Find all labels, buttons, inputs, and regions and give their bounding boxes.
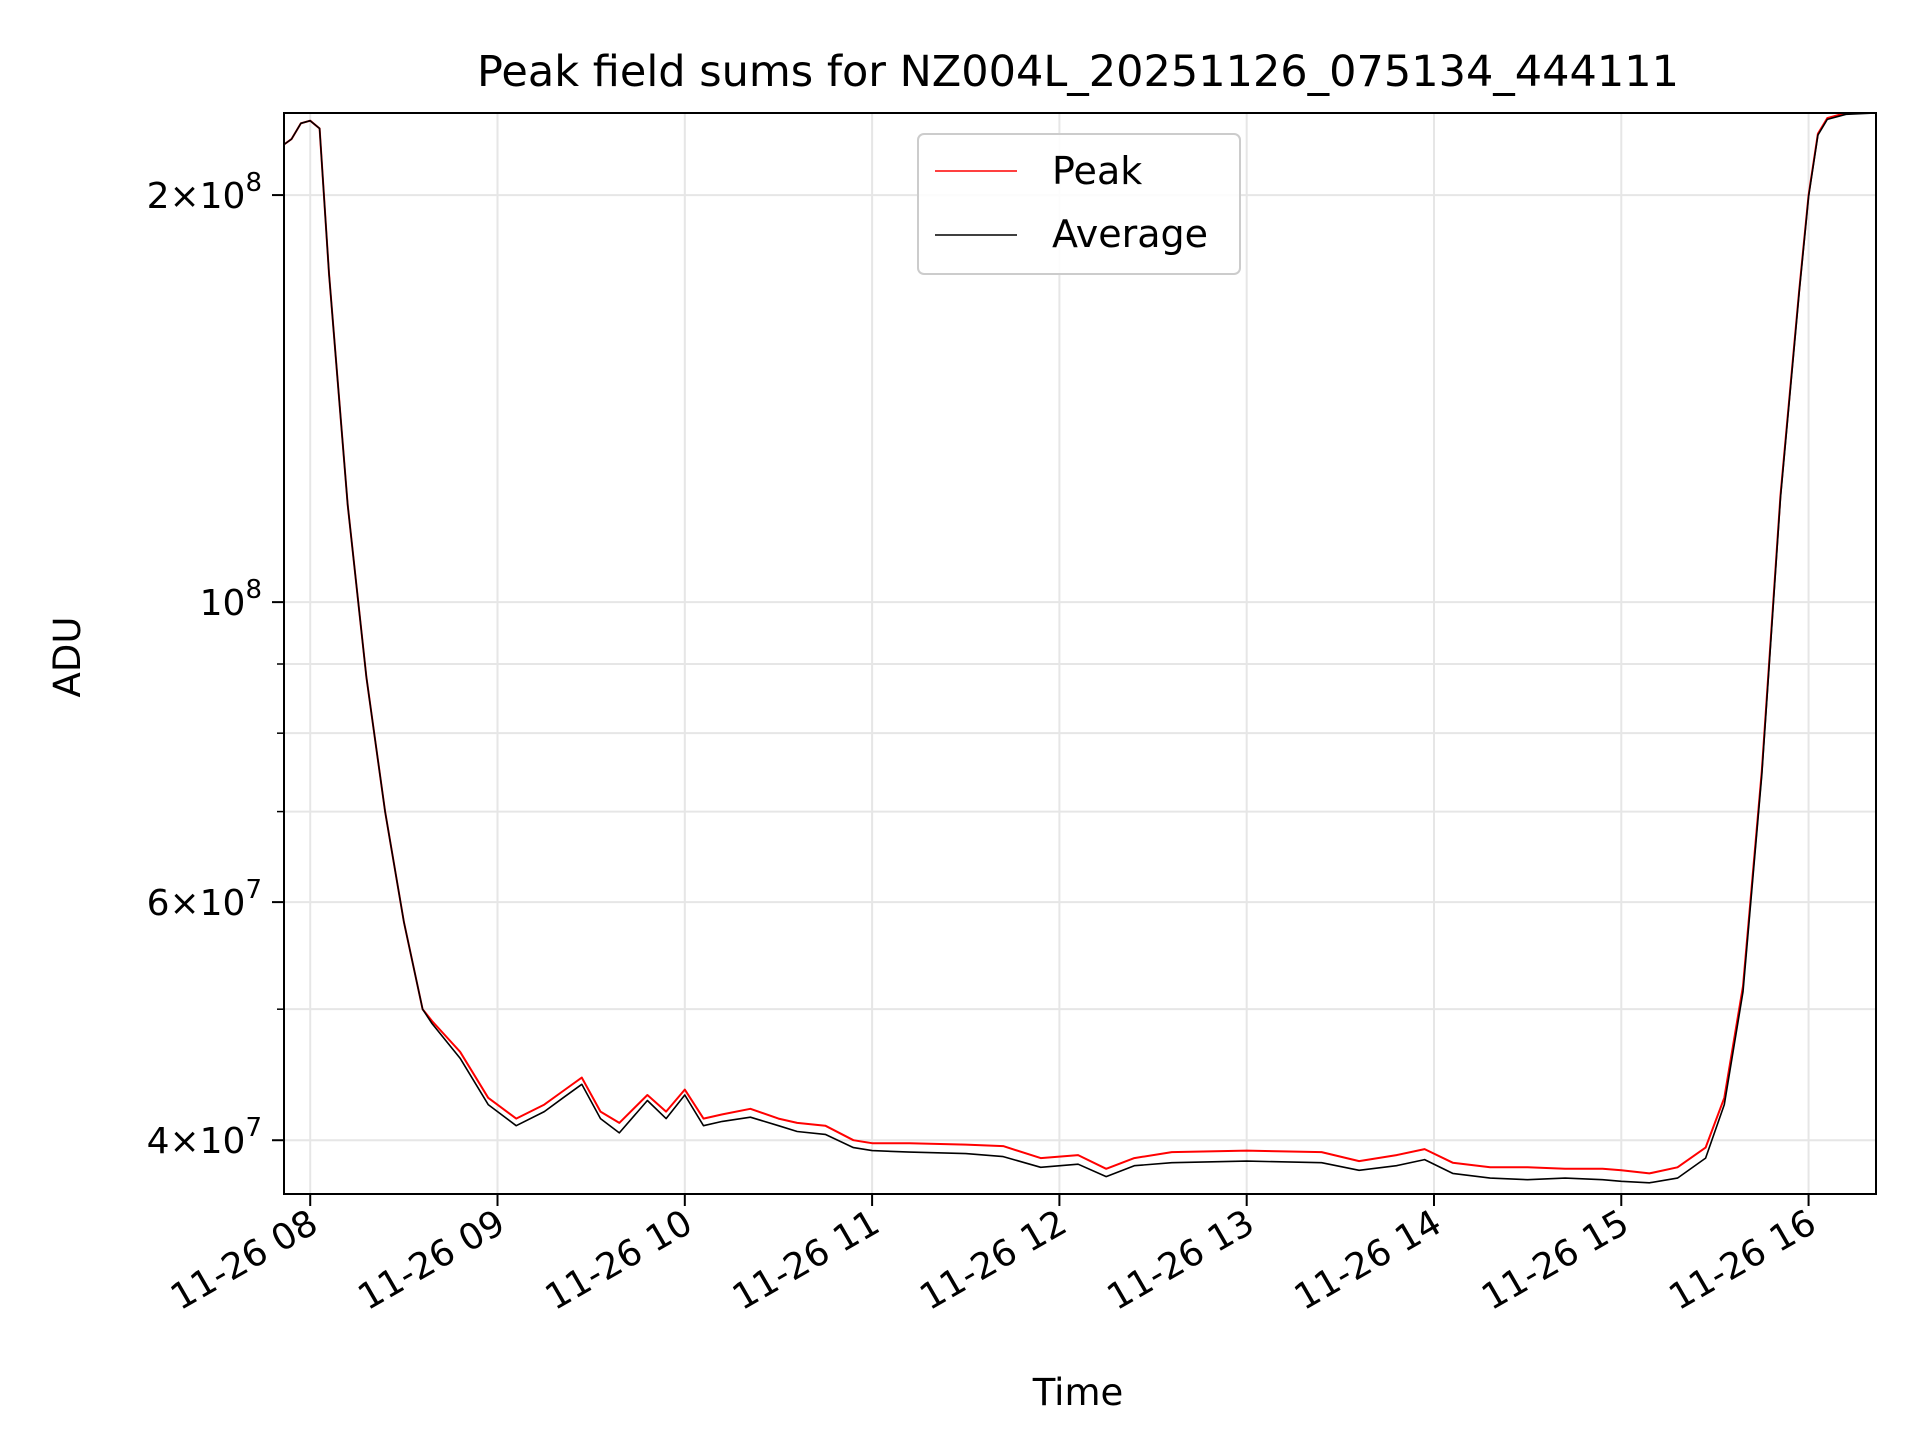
y-tick-label: 2×108 xyxy=(147,168,262,217)
legend-label-average: Average xyxy=(1052,212,1208,256)
y-tick-label: 6×107 xyxy=(147,875,262,924)
x-tick-label: 11-26 11 xyxy=(726,1202,887,1318)
x-tick-label: 11-26 08 xyxy=(164,1202,325,1318)
y-tick-label: 108 xyxy=(200,575,262,624)
y-tick-label: 4×107 xyxy=(147,1113,262,1162)
y-tick-exponent: 8 xyxy=(245,168,262,198)
x-tick-label: 11-26 12 xyxy=(913,1202,1074,1318)
x-axis-label: Time xyxy=(1032,1371,1124,1414)
series-lines xyxy=(283,112,1877,1184)
chart-title: Peak field sums for NZ004L_20251126_0751… xyxy=(477,47,1679,97)
y-tick-base: 10 xyxy=(200,1121,246,1162)
y-tick-mantissa: 6 xyxy=(147,883,170,924)
legend: Peak Average xyxy=(917,133,1241,275)
x-tick-label: 11-26 13 xyxy=(1101,1202,1262,1318)
grid-lines xyxy=(284,113,1876,1194)
x-tick-label: 11-26 14 xyxy=(1288,1202,1449,1318)
y-tick-times-sign: × xyxy=(169,883,199,924)
x-tick-label: 11-26 16 xyxy=(1662,1202,1823,1318)
y-tick-exponent: 7 xyxy=(245,1113,262,1143)
plot-frame xyxy=(283,112,1877,1195)
series-line-average xyxy=(283,112,1877,1184)
y-tick-times-sign: × xyxy=(169,1121,199,1162)
y-tick-mantissa: 4 xyxy=(147,1121,170,1162)
y-tick-exponent: 7 xyxy=(245,875,262,905)
y-tick-exponent: 8 xyxy=(245,575,262,605)
x-tick-label: 11-26 09 xyxy=(351,1202,512,1318)
y-tick-base: 10 xyxy=(200,583,246,624)
y-tick-mantissa: 2 xyxy=(147,176,170,217)
y-axis-label: ADU xyxy=(46,617,89,698)
x-tick-label: 11-26 15 xyxy=(1475,1202,1636,1318)
y-tick-base: 10 xyxy=(200,176,246,217)
x-tick-label: 11-26 10 xyxy=(539,1202,700,1318)
y-tick-base: 10 xyxy=(200,883,246,924)
legend-label-peak: Peak xyxy=(1052,149,1142,193)
y-tick-times-sign: × xyxy=(169,176,199,217)
legend-box xyxy=(917,133,1241,275)
